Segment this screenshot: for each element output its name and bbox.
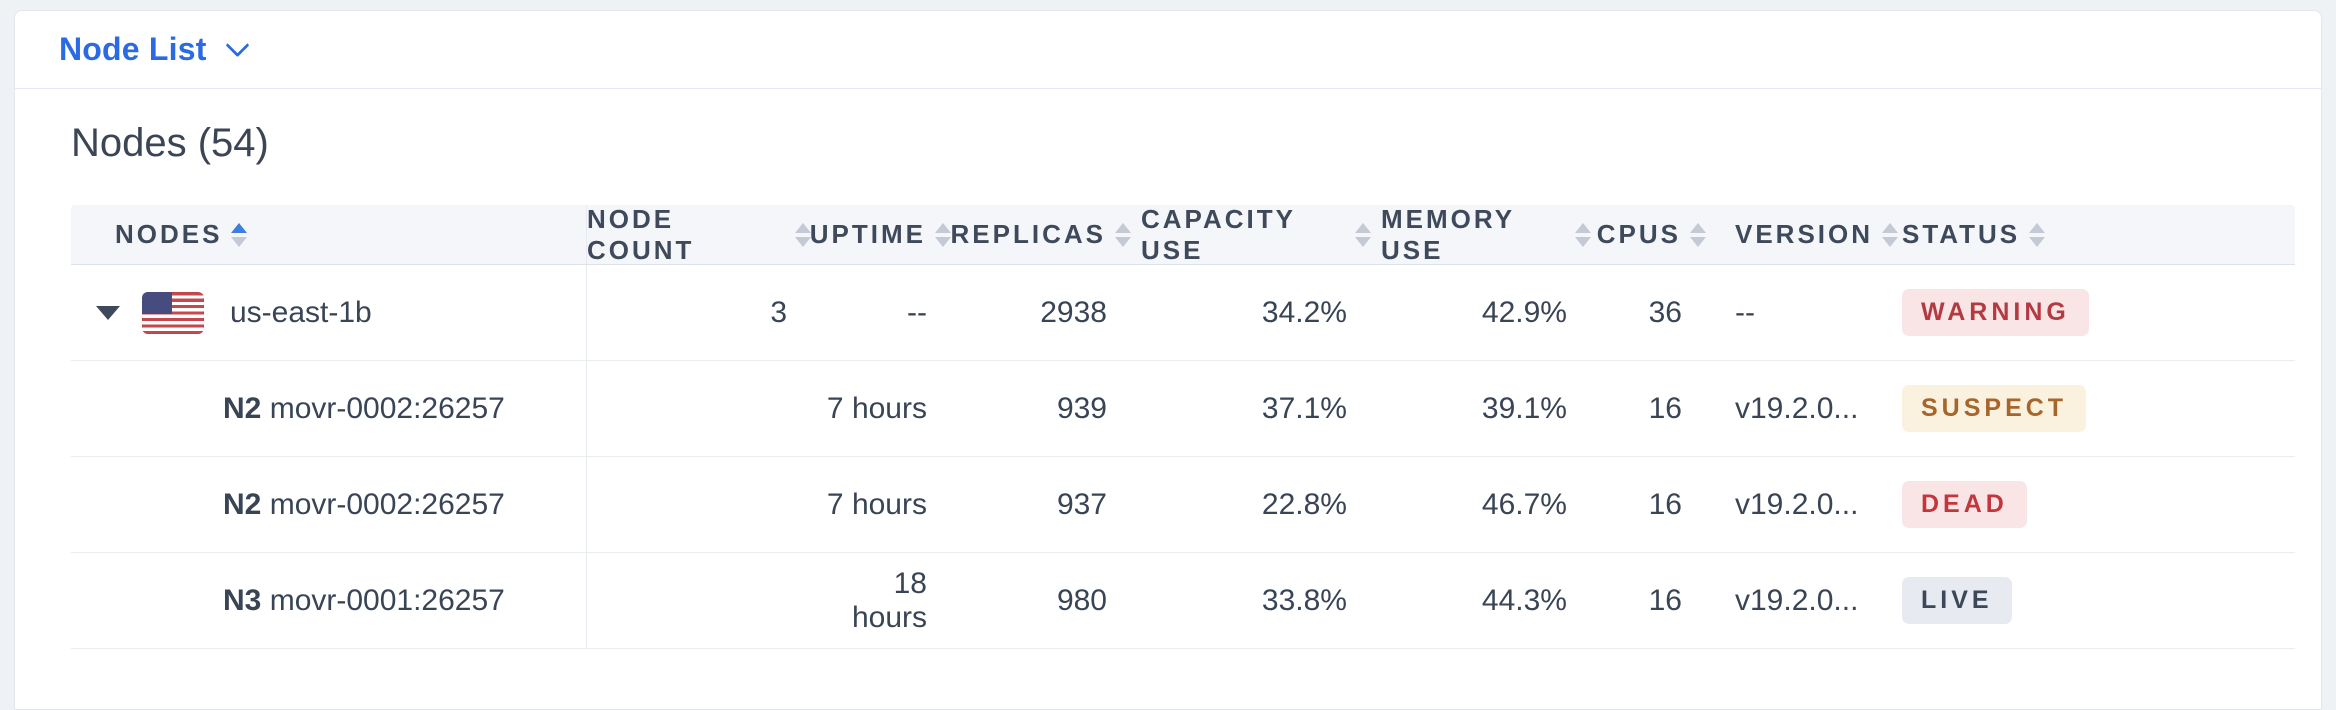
region-name: us-east-1b bbox=[230, 295, 372, 329]
table-row-node[interactable]: N2 movr-0002:26257 7 hours 939 37.1% 39.… bbox=[71, 361, 2295, 457]
cell-cpus: 16 bbox=[1648, 487, 1682, 521]
cell-capacity-use: 37.1% bbox=[1261, 391, 1347, 425]
sort-icon bbox=[795, 222, 811, 247]
sort-icon bbox=[1575, 222, 1591, 247]
table-row-node[interactable]: N3 movr-0001:26257 18 hours 980 33.8% 44… bbox=[71, 553, 2295, 649]
cell-capacity-use: 22.8% bbox=[1261, 487, 1347, 521]
column-header-replicas[interactable]: REPLICAS bbox=[951, 205, 1141, 264]
sort-icon bbox=[1882, 222, 1899, 247]
column-header-nodes[interactable]: NODES bbox=[71, 205, 587, 264]
cell-node-count: 3 bbox=[770, 295, 787, 329]
column-header-memory-use[interactable]: MEMORY USE bbox=[1381, 203, 1601, 265]
cell-cpus: 16 bbox=[1648, 391, 1682, 425]
table-header-row: NODES NODE COUNT UPTIME REPLICAS CAPACIT… bbox=[71, 203, 2295, 265]
us-flag-icon bbox=[142, 291, 204, 334]
card-header: Node List bbox=[15, 11, 2321, 89]
column-header-uptime[interactable]: UPTIME bbox=[810, 205, 961, 264]
sort-icon bbox=[1115, 222, 1131, 247]
column-header-cpus[interactable]: CPUS bbox=[1597, 205, 1716, 264]
cell-status: WARNING bbox=[1886, 289, 2295, 336]
table-row-region: us-east-1b 3 -- 2938 34.2% 42.9% 36 -- W… bbox=[71, 265, 2295, 361]
node-name-link[interactable]: N2 movr-0002:26257 bbox=[115, 488, 505, 522]
column-header-label: VERSION bbox=[1735, 219, 1874, 249]
status-badge: WARNING bbox=[1902, 289, 2089, 336]
cell-replicas: 939 bbox=[1056, 391, 1107, 425]
column-header-label: NODES bbox=[115, 219, 223, 249]
cell-memory-use: 44.3% bbox=[1481, 583, 1567, 617]
cell-replicas: 980 bbox=[1056, 583, 1107, 617]
column-header-status[interactable]: STATUS bbox=[1886, 205, 2295, 264]
cell-replicas: 2938 bbox=[1040, 295, 1107, 329]
node-name-link[interactable]: N2 movr-0002:26257 bbox=[115, 392, 505, 426]
cell-replicas: 937 bbox=[1056, 487, 1107, 521]
column-header-label: MEMORY USE bbox=[1381, 203, 1515, 265]
node-address: movr-0002:26257 bbox=[269, 391, 505, 425]
cell-uptime: 18 hours bbox=[851, 566, 927, 634]
cell-uptime: 7 hours bbox=[826, 487, 927, 521]
sort-icon bbox=[1690, 222, 1706, 247]
cell-version: v19.2.0... bbox=[1735, 487, 1859, 521]
cell-version: -- bbox=[1735, 295, 1755, 329]
cell-uptime: -- bbox=[907, 295, 927, 329]
cell-capacity-use: 34.2% bbox=[1261, 295, 1347, 329]
cell-cpus: 36 bbox=[1648, 295, 1682, 329]
view-dropdown[interactable]: Node List bbox=[59, 31, 250, 68]
column-header-label: CAPACITY USE bbox=[1141, 203, 1296, 265]
page-title: Nodes (54) bbox=[71, 121, 269, 165]
node-id: N3 bbox=[223, 583, 262, 617]
cell-uptime: 7 hours bbox=[826, 391, 927, 425]
cell-memory-use: 39.1% bbox=[1481, 391, 1567, 425]
column-header-label: REPLICAS bbox=[950, 219, 1106, 249]
status-badge: LIVE bbox=[1902, 577, 2012, 624]
sort-icon bbox=[231, 222, 248, 247]
cell-memory-use: 46.7% bbox=[1481, 487, 1567, 521]
cell-status: SUSPECT bbox=[1886, 385, 2295, 432]
cell-status: LIVE bbox=[1886, 577, 2295, 624]
sort-icon bbox=[1355, 222, 1371, 247]
node-id: N2 bbox=[223, 487, 262, 521]
view-dropdown-label: Node List bbox=[59, 31, 207, 67]
nodes-table: NODES NODE COUNT UPTIME REPLICAS CAPACIT… bbox=[71, 203, 2295, 649]
sort-icon bbox=[935, 222, 951, 247]
cell-status: DEAD bbox=[1886, 481, 2295, 528]
cell-capacity-use: 33.8% bbox=[1261, 583, 1347, 617]
column-header-label: STATUS bbox=[1902, 219, 2021, 249]
cell-version: v19.2.0... bbox=[1735, 583, 1859, 617]
collapse-caret-icon[interactable] bbox=[96, 305, 120, 320]
node-address: movr-0001:26257 bbox=[269, 583, 505, 617]
column-header-label: CPUS bbox=[1596, 219, 1681, 249]
node-name-link[interactable]: N3 movr-0001:26257 bbox=[115, 584, 505, 618]
cell-version: v19.2.0... bbox=[1735, 391, 1859, 425]
column-header-version[interactable]: VERSION bbox=[1716, 205, 1899, 264]
node-address: movr-0002:26257 bbox=[269, 487, 505, 521]
table-row-node[interactable]: N2 movr-0002:26257 7 hours 937 22.8% 46.… bbox=[71, 457, 2295, 553]
sort-icon bbox=[2029, 222, 2046, 247]
cell-cpus: 16 bbox=[1648, 583, 1682, 617]
column-header-label: UPTIME bbox=[809, 219, 926, 249]
node-id: N2 bbox=[223, 391, 262, 425]
cell-memory-use: 42.9% bbox=[1481, 295, 1567, 329]
chevron-down-icon bbox=[225, 33, 250, 58]
status-badge: DEAD bbox=[1902, 481, 2027, 528]
status-badge: SUSPECT bbox=[1902, 385, 2087, 432]
column-header-label: NODE COUNT bbox=[587, 203, 695, 265]
node-list-card: Node List Nodes (54) NODES NODE COUNT UP… bbox=[14, 10, 2322, 710]
column-header-node-count[interactable]: NODE COUNT bbox=[587, 203, 821, 265]
column-header-capacity-use[interactable]: CAPACITY USE bbox=[1141, 203, 1381, 265]
